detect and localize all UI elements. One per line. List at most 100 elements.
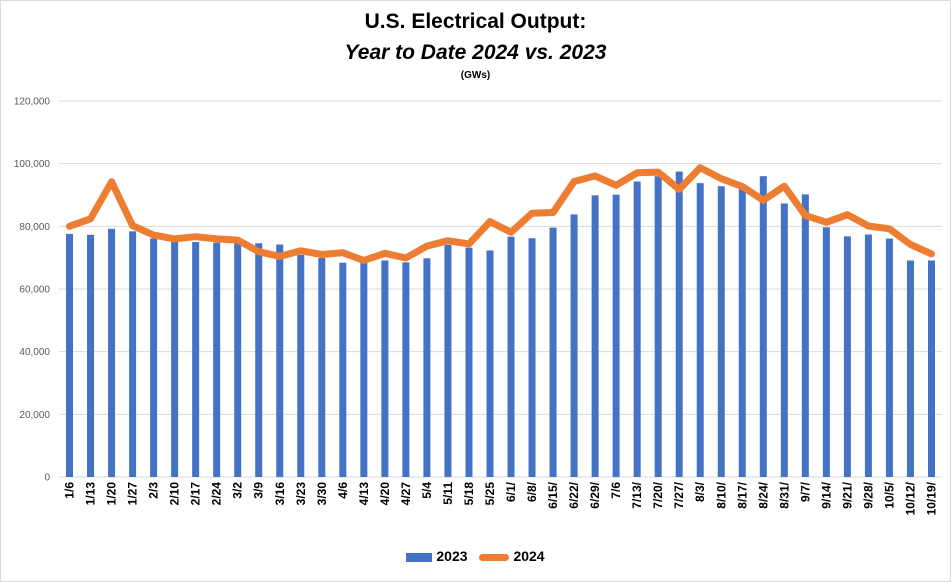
x-tick-label: 3/16 xyxy=(273,482,287,506)
x-tick-label: 7/13/ xyxy=(630,481,644,508)
x-tick-label: 4/6 xyxy=(336,482,350,499)
bar-2023 xyxy=(192,242,200,477)
x-tick-label: 6/22/ xyxy=(567,481,581,508)
bar-2023 xyxy=(255,243,263,477)
y-tick-label: 80,000 xyxy=(19,222,50,233)
x-tick-label: 7/6 xyxy=(609,482,623,499)
x-tick-label: 9/14/ xyxy=(819,481,833,508)
chart-unit: (GWs) xyxy=(460,70,491,81)
x-tick-label: 1/13 xyxy=(84,482,98,506)
x-tick-label: 7/20/ xyxy=(651,481,665,508)
bar-2023 xyxy=(591,195,599,477)
bar-2023 xyxy=(381,260,389,477)
bar-2023 xyxy=(801,194,809,477)
x-tick-label: 4/27 xyxy=(399,482,413,506)
bar-2023 xyxy=(675,171,683,477)
x-tick-label: 8/31/ xyxy=(777,481,791,508)
x-tick-label: 3/9 xyxy=(252,482,266,499)
x-tick-label: 4/13 xyxy=(357,482,371,506)
x-tick-label: 6/15/ xyxy=(546,481,560,508)
bar-2023 xyxy=(360,260,368,477)
x-tick-label: 8/3/ xyxy=(693,481,707,502)
y-tick-label: 40,000 xyxy=(19,347,50,358)
x-tick-label: 2/24 xyxy=(210,482,224,506)
x-tick-label: 9/21/ xyxy=(840,481,854,508)
bar-2023 xyxy=(297,254,305,477)
x-tick-label: 10/5/ xyxy=(882,481,896,508)
bar-2023 xyxy=(633,181,641,477)
x-tick-label: 9/28/ xyxy=(861,481,875,508)
x-tick-label: 2/3 xyxy=(147,482,161,499)
y-tick-label: 20,000 xyxy=(19,410,50,421)
bar-2023 xyxy=(780,203,788,477)
x-tick-label: 5/18 xyxy=(462,482,476,506)
legend-item-2023: 2023 xyxy=(406,548,468,565)
x-tick-label: 3/23 xyxy=(294,482,308,506)
bar-2023 xyxy=(612,194,620,478)
x-tick-label: 2/10 xyxy=(168,482,182,506)
x-tick-label: 3/30 xyxy=(315,482,329,506)
bar-2023 xyxy=(654,176,662,477)
chart-legend: 2023 2024 xyxy=(0,547,951,564)
x-tick-label: 8/10/ xyxy=(714,481,728,508)
chart-title: U.S. Electrical Output: xyxy=(364,10,587,33)
x-tick-label: 1/6 xyxy=(63,482,77,499)
x-tick-label: 5/4 xyxy=(420,482,434,499)
bar-2023 xyxy=(696,183,704,478)
legend-label-2024: 2024 xyxy=(513,548,545,565)
bar-2023 xyxy=(66,233,74,477)
legend-item-2024: 2024 xyxy=(479,548,545,565)
bar-2023 xyxy=(339,262,347,477)
y-tick-label: 0 xyxy=(44,473,50,484)
bar-2023 xyxy=(927,260,935,477)
chart-subtitle: Year to Date 2024 vs. 2023 xyxy=(344,41,607,64)
x-tick-label: 8/17/ xyxy=(735,481,749,508)
bar-2023 xyxy=(885,238,893,477)
legend-label-2023: 2023 xyxy=(436,548,468,565)
x-tick-label: 9/7/ xyxy=(798,481,812,502)
x-tick-label: 2/17 xyxy=(189,482,203,506)
bar-2023 xyxy=(108,228,116,477)
x-tick-label: 3/2 xyxy=(231,482,245,499)
bar-2023 xyxy=(864,234,872,477)
bar-2023 xyxy=(549,227,557,477)
bar-2023 xyxy=(171,241,179,477)
y-tick-label: 100,000 xyxy=(14,159,51,170)
x-tick-label: 5/11 xyxy=(441,482,455,505)
x-tick-label: 8/24/ xyxy=(756,481,770,508)
line-2024 xyxy=(66,164,935,264)
bar-2023 xyxy=(528,238,536,477)
x-tick-label: 1/27 xyxy=(126,482,140,506)
bar-2023 xyxy=(717,186,725,477)
bar-2023 xyxy=(87,234,95,477)
x-tick-label: 5/25 xyxy=(483,482,497,506)
bar-2023 xyxy=(759,176,767,477)
bar-2023 xyxy=(465,247,473,477)
y-tick-label: 60,000 xyxy=(19,285,50,296)
bar-2023 xyxy=(213,242,221,477)
x-tick-label: 10/12/ xyxy=(903,481,917,515)
chart-plot: 0 20,000 40,000 60,000 80,000 100,000 120,000 1… xyxy=(14,97,942,515)
bar-2023 xyxy=(402,262,410,477)
x-tick-label: 6/8/ xyxy=(525,481,539,502)
x-tick-label: 4/20 xyxy=(378,482,392,506)
bar-2023 xyxy=(906,260,914,477)
x-tick-label: 6/1/ xyxy=(504,481,518,502)
legend-swatch-bar xyxy=(406,553,433,563)
bar-2023 xyxy=(129,231,137,477)
bar-2023 xyxy=(318,257,326,477)
bar-2023 xyxy=(822,227,830,477)
legend-swatch-line xyxy=(479,554,510,562)
x-tick-label: 7/27/ xyxy=(672,481,686,508)
bar-2023 xyxy=(234,241,242,477)
bar-2023 xyxy=(150,238,158,477)
x-tick-label: 10/19/ xyxy=(924,481,938,515)
bar-2023 xyxy=(276,244,284,477)
bar-2023 xyxy=(570,214,578,477)
x-tick-label: 1/20 xyxy=(105,482,119,506)
bar-2023 xyxy=(486,250,494,477)
bar-2023 xyxy=(507,236,515,477)
y-tick-label: 120,000 xyxy=(14,97,51,108)
bar-2023 xyxy=(738,189,746,477)
